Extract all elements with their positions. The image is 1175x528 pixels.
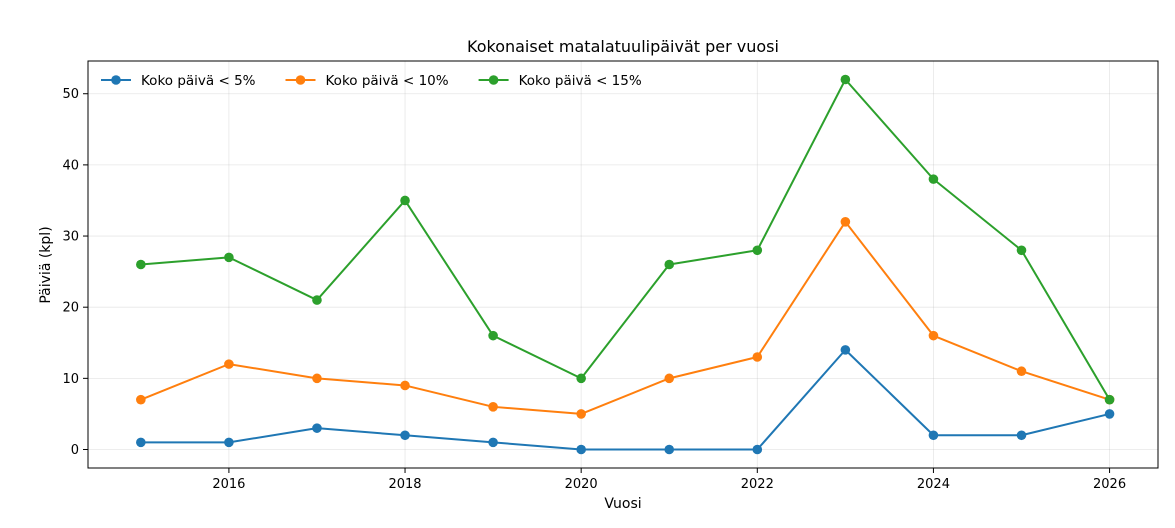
legend-marker-3 [488,75,499,85]
x-tick-label-2016: 2016 [212,477,245,492]
y-tick-label-30: 30 [62,230,79,245]
y-tick-label-20: 20 [62,301,79,316]
x-axis-label: Vuosi [604,496,641,512]
legend-item-2: Koko päivä < 10% [285,73,449,89]
legend: Koko päivä < 5% Koko päivä < 10% Koko päiv… [101,73,642,89]
data-point-1-2022 [752,444,763,455]
axes-layer: 2016 2018 2020 2022 2024 2026 0 10 20 30 40 50 [62,60,1159,492]
grid-layer [88,61,1158,468]
data-point-1-2021 [664,444,675,455]
data-point-2-2025 [1016,366,1027,377]
data-point-3-2019 [488,330,498,341]
y-tick-label-50: 50 [62,87,79,102]
data-point-1-2015 [136,437,146,448]
data-point-3-2017 [312,295,322,305]
data-point-3-2016 [224,252,234,263]
data-point-3-2020 [576,373,586,384]
legend-item-1: Koko päivä < 5% [101,73,256,89]
legend-marker-2 [295,75,306,85]
data-point-3-2024 [928,174,939,184]
data-point-2-2017 [312,373,322,384]
data-point-1-2017 [312,423,322,433]
legend-label-2: Koko päivä < 10% [326,73,449,89]
y-axis-label: Päiviä (kpl) [38,226,54,303]
series-3 [136,74,1115,405]
legend-label-3: Koko päivä < 15% [519,73,642,89]
data-point-1-2024 [928,430,939,441]
data-point-3-2021 [664,259,675,270]
data-point-3-2022 [752,245,763,256]
data-point-1-2018 [400,430,410,441]
x-tick-label-2018: 2018 [388,477,421,492]
x-tick-label-2022: 2022 [741,477,774,492]
series-line-1 [140,348,1110,451]
series-layer [136,74,1115,455]
data-point-2-2023 [840,217,851,227]
data-point-3-2023 [840,74,851,85]
x-tick-label-2020: 2020 [565,477,598,492]
data-point-1-2026 [1104,409,1115,419]
y-tick-label-0: 0 [71,443,79,458]
legend-marker-1 [111,75,121,85]
plot-frame [87,60,1159,469]
data-point-3-2015 [136,259,146,270]
data-point-3-2018 [400,195,410,206]
x-tick-label-2024: 2024 [917,477,950,492]
data-point-2-2019 [488,402,498,412]
data-point-1-2020 [576,444,586,455]
data-point-2-2015 [136,394,146,405]
data-point-2-2018 [400,380,410,391]
series-line-3 [140,78,1111,401]
y-tick-label-40: 40 [62,158,79,173]
series-2 [136,217,1115,419]
data-point-3-2026 [1104,394,1115,405]
series-line-2 [140,220,1110,415]
data-point-2-2024 [928,330,939,341]
data-point-1-2023 [840,345,851,355]
data-point-2-2021 [664,373,675,384]
x-tick-label-2026: 2026 [1093,477,1126,492]
legend-label-1: Koko päivä < 5% [141,73,256,89]
data-point-3-2025 [1016,245,1027,256]
data-point-1-2016 [224,437,234,448]
data-point-2-2022 [752,352,763,362]
data-point-1-2019 [488,437,498,448]
data-point-1-2025 [1016,430,1027,441]
data-point-2-2016 [224,359,234,369]
y-tick-label-10: 10 [62,372,79,387]
data-point-2-2020 [576,409,586,419]
legend-item-3: Koko päivä < 15% [478,73,642,89]
chart-title: Kokonaiset matalatuulipäivät per vuosi [467,37,779,56]
series-1 [136,345,1115,455]
